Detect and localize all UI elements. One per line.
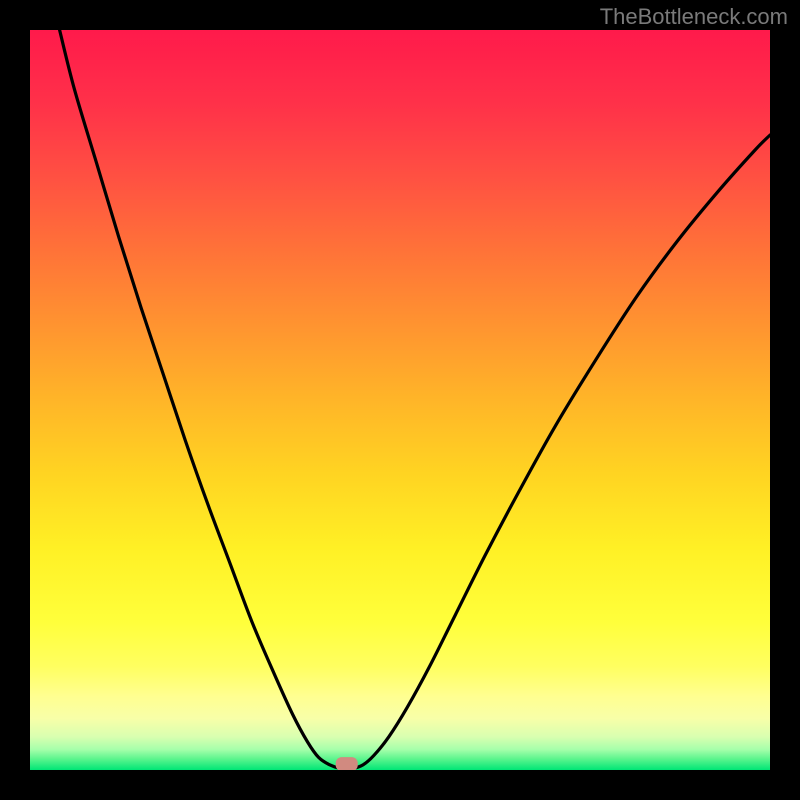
gradient-background xyxy=(30,30,770,770)
optimal-point-marker xyxy=(336,757,358,770)
plot-svg xyxy=(30,30,770,770)
plot-area xyxy=(30,30,770,770)
watermark-text: TheBottleneck.com xyxy=(600,4,788,30)
